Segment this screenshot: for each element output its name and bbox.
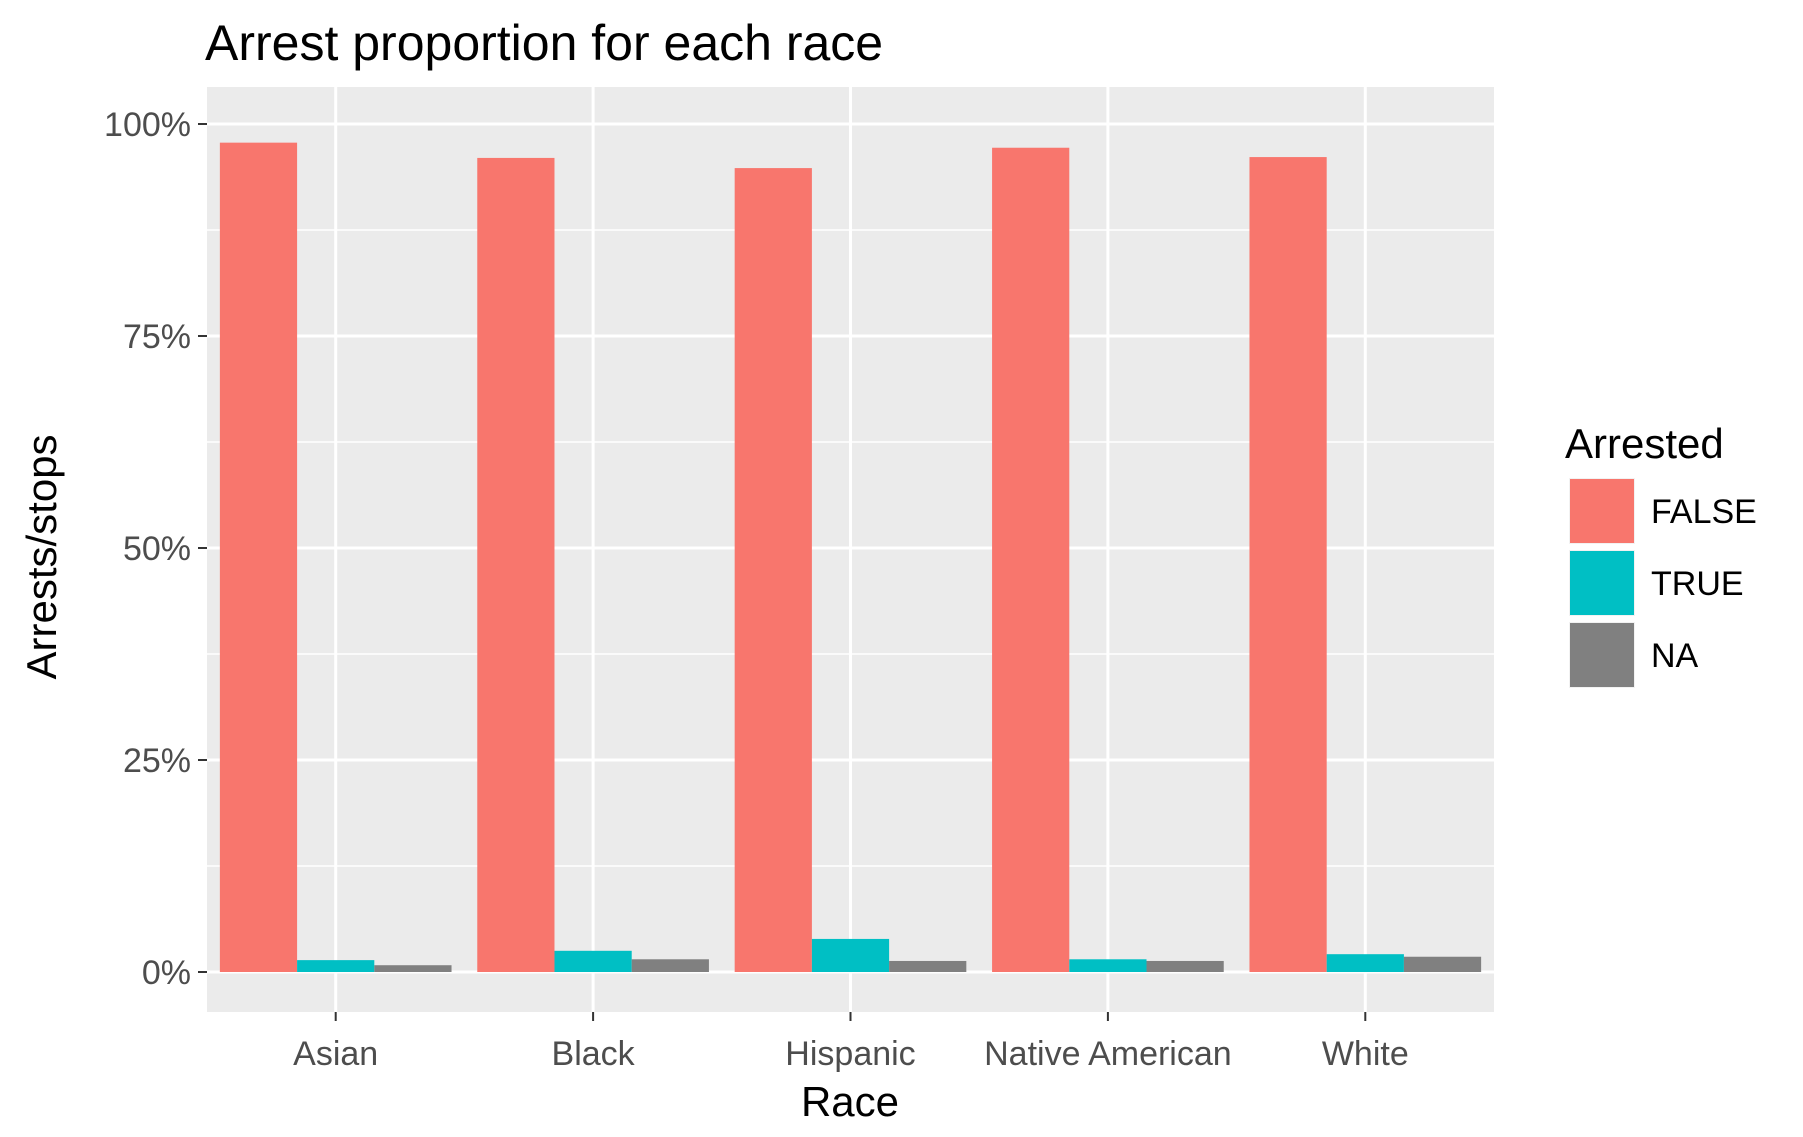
x-tick-label: Black (552, 1035, 636, 1073)
legend-label-false: FALSE (1651, 493, 1757, 531)
x-tick-label: Hispanic (785, 1035, 915, 1073)
legend: Arrested FALSE TRUE NA (1565, 420, 1757, 688)
legend-key-na (1570, 623, 1634, 687)
bar-hispanic-false (734, 168, 812, 972)
x-axis-title: Race (801, 1078, 899, 1125)
bar-native-american-true (1069, 959, 1147, 972)
y-tick-label: 0% (142, 954, 191, 992)
y-axis: 0% 25% 50% 75% 100% (104, 106, 207, 992)
chart-title: Arrest proportion for each race (205, 15, 883, 71)
bar-black-na (631, 959, 709, 972)
bar-asian-false (219, 142, 298, 972)
bar-asian-true (297, 960, 375, 972)
bar-hispanic-na (889, 960, 967, 972)
bar-hispanic-true (811, 938, 890, 972)
bar-black-false (477, 157, 555, 973)
x-tick-label: Asian (293, 1035, 378, 1073)
y-tick-label: 25% (123, 742, 191, 780)
y-tick-label: 75% (123, 318, 191, 356)
y-tick-label: 50% (123, 530, 191, 568)
bar-native-american-na (1146, 960, 1224, 972)
x-tick-label: Native American (984, 1035, 1232, 1073)
y-tick-label: 100% (104, 106, 191, 144)
x-tick-label: White (1322, 1035, 1409, 1073)
y-axis-title: Arrests/stops (18, 434, 65, 679)
legend-label-true: TRUE (1651, 565, 1744, 603)
x-axis: Asian Black Hispanic Native American White (293, 1012, 1409, 1073)
bar-white-na (1403, 956, 1482, 972)
legend-title: Arrested (1565, 420, 1724, 467)
bar-native-american-false (992, 147, 1070, 972)
bar-white-true (1326, 954, 1404, 972)
legend-key-true (1570, 551, 1634, 615)
bar-black-true (554, 950, 632, 972)
bar-asian-na (374, 965, 452, 972)
legend-label-na: NA (1651, 637, 1699, 675)
bar-white-false (1249, 157, 1327, 972)
legend-key-false (1570, 479, 1634, 543)
bars (219, 142, 1482, 973)
